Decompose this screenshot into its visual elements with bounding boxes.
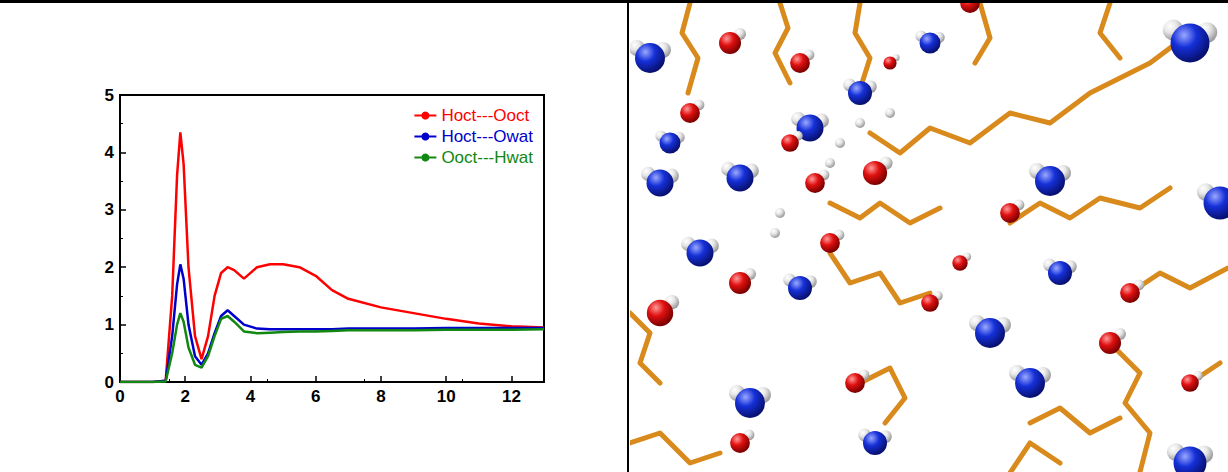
svg-text:3: 3: [105, 200, 114, 219]
svg-text:2: 2: [105, 258, 114, 277]
svg-text:Hoct---Ooct: Hoct---Ooct: [441, 106, 529, 125]
svg-text:8: 8: [376, 387, 385, 406]
svg-text:1: 1: [105, 315, 114, 334]
svg-text:4: 4: [105, 143, 115, 162]
svg-text:10: 10: [437, 387, 456, 406]
svg-text:6: 6: [311, 387, 320, 406]
svg-text:4: 4: [246, 387, 256, 406]
svg-text:12: 12: [502, 387, 521, 406]
svg-text:5: 5: [105, 86, 114, 105]
svg-text:0: 0: [115, 387, 124, 406]
svg-text:Hoct---Owat: Hoct---Owat: [441, 127, 533, 146]
svg-text:0: 0: [105, 373, 114, 392]
svg-text:Ooct---Hwat: Ooct---Hwat: [441, 148, 533, 167]
svg-text:2: 2: [180, 387, 189, 406]
